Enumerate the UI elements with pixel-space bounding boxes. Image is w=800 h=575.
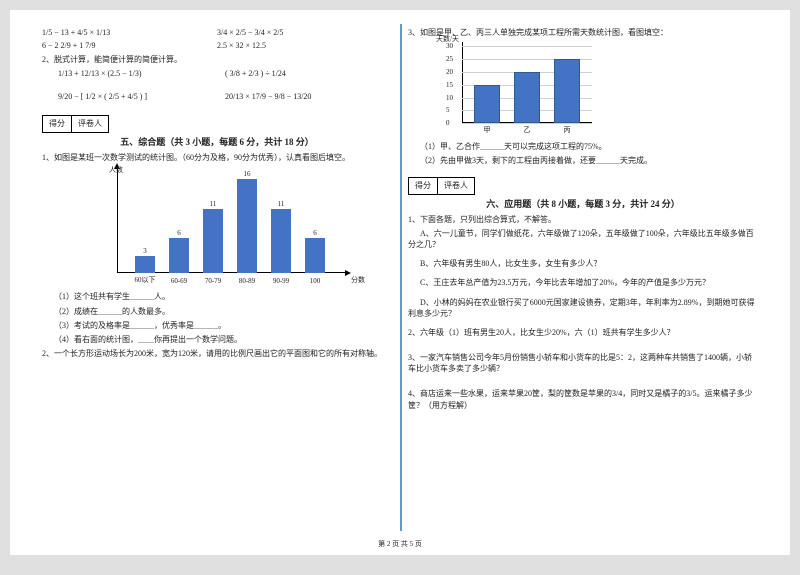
chart1-bar-chart: 人数分数360以下660-691170-791680-891190-996100: [77, 167, 357, 287]
section5-title: 五、综合题（共 3 小题，每题 6 分，共计 18 分）: [42, 135, 392, 148]
q6-1a: A、六一儿童节，同学们做纸花，六年级做了120朵，五年级做了100朵，六年级比五…: [408, 228, 758, 250]
q5-2: 2、一个长方形运动场长为200米，宽为120米，请用的比例尺画出它的平面图和它的…: [42, 348, 392, 359]
grader-label: 评卷人: [438, 178, 474, 194]
q5-1-2: （2）成绩在＿＿＿的人数最多。: [42, 306, 392, 317]
q2-label: 2、脱式计算，能简便计算的简便计算。: [42, 54, 392, 65]
score-box: 得分 评卷人: [408, 177, 475, 195]
q6-1: 1、下面各题，只列出综合算式，不解答。: [408, 214, 758, 225]
score-label: 得分: [43, 116, 72, 132]
score-label: 得分: [409, 178, 438, 194]
equation: ( 3/8 + 2/3 ) ÷ 1/24: [225, 69, 392, 78]
grader-label: 评卷人: [72, 116, 108, 132]
equation: 9/20 − [ 1/2 × ( 2/5 + 4/5 ) ]: [58, 92, 225, 101]
equation: 3/4 × 2/5 − 3/4 × 2/5: [217, 28, 392, 37]
equation: 1/5 − 13 + 4/5 × 1/13: [42, 28, 217, 37]
section6-title: 六、应用题（共 8 小题，每题 3 分，共计 24 分）: [408, 197, 758, 210]
q6-1d: D、小林的妈妈在农业银行买了6000元国家建设债券，定期3年，年利率为2.89%…: [408, 297, 758, 319]
q6-2: 2、六年级（1）班有男生20人，比女生少20%，六（1）班共有学生多少人？: [408, 327, 758, 338]
equation: 20/13 × 17/9 − 9/8 − 13/20: [225, 92, 392, 101]
q3: 3、如图是甲、乙、丙三人单独完成某项工程所需天数统计图，看图填空：: [408, 27, 758, 38]
q6-4: 4、商店运来一些水果，运来苹果20筐，梨的筐数是苹果的3/4，同时又是橘子的3/…: [408, 388, 758, 410]
q3-1: （1）甲、乙合作＿＿＿天可以完成这项工程的75%。: [408, 141, 758, 152]
equation: 6 − 2 2/9 + 1 7/9: [42, 41, 217, 50]
page-footer: 第 2 页 共 5 页: [10, 539, 790, 549]
score-box: 得分 评卷人: [42, 115, 109, 133]
q5-1-3: （3）考试的及格率是＿＿＿，优秀率是＿＿＿。: [42, 320, 392, 331]
equation: 2.5 × 32 × 12.5: [217, 41, 392, 50]
q6-1c: C、王庄去年总产值为23.5万元，今年比去年增加了20%，今年的产值是多少万元？: [408, 277, 758, 288]
chart2-bar-chart: 天数/天051015202530甲乙丙: [432, 42, 602, 137]
equation: 1/13 + 12/13 × (2.5 − 1/3): [58, 69, 225, 78]
q6-1b: B、六年级有男生80人，比女生多，女生有多少人？: [408, 258, 758, 269]
q6-3: 3、一家汽车销售公司今年5月份销售小轿车和小货车的比是5：2，这两种车共销售了1…: [408, 352, 758, 374]
q5-1-1: （1）这个班共有学生＿＿＿人。: [42, 291, 392, 302]
q5-1: 1、如图是某班一次数学测试的统计图。（60分为及格，90分为优秀），认真看图后填…: [42, 152, 392, 163]
q5-1-4: （4）看右面的统计图，＿＿你再提出一个数学问题。: [42, 334, 392, 345]
q3-2: （2）先由甲做3天，剩下的工程由丙接着做，还要＿＿＿天完成。: [408, 155, 758, 166]
